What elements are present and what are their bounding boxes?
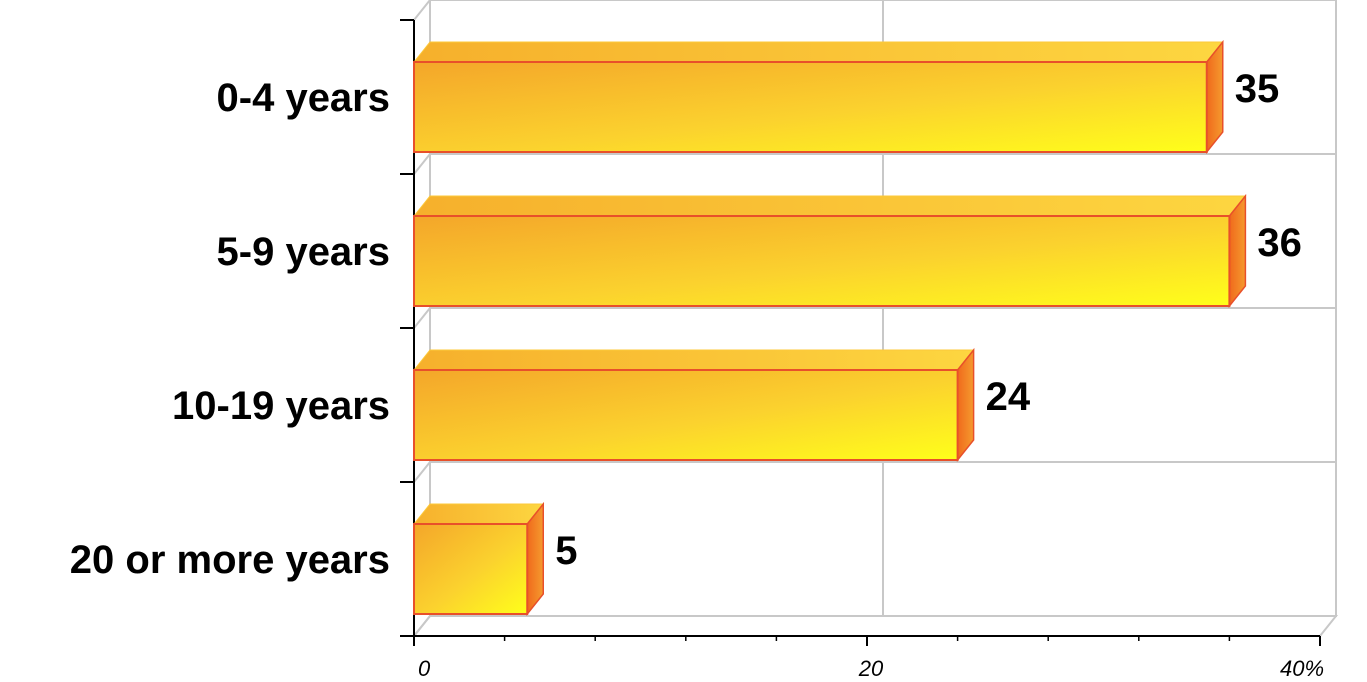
bar-top-face [412, 41, 1224, 63]
x-tick-label: 0 [418, 656, 431, 681]
category-label: 10-19 years [172, 384, 390, 428]
floor [411, 615, 1339, 637]
x-tick-label: 40% [1280, 656, 1324, 681]
bar-front-face [413, 523, 529, 615]
bars [412, 39, 1247, 617]
bar-5-9-years [412, 193, 1247, 309]
x-tick-label: 20 [858, 656, 884, 681]
x-tick-labels: 0 20 40% [418, 656, 1324, 681]
h-gridline-depth [413, 153, 431, 175]
value-label: 24 [986, 375, 1031, 419]
value-label: 36 [1257, 221, 1302, 265]
value-label: 5 [555, 529, 577, 573]
category-label: 5-9 years [217, 230, 390, 274]
bar-top-face [412, 503, 545, 525]
bar-side-face [956, 347, 975, 463]
bar-front-face [413, 215, 1231, 307]
bar-side-face [1206, 39, 1224, 155]
category-label: 0-4 years [217, 76, 390, 120]
bar-side-face [1228, 193, 1247, 309]
bar-0-4-years [412, 39, 1224, 155]
category-labels: 0-4 years 5-9 years 10-19 years 20 or more … [70, 76, 390, 582]
h-gridline-depth [413, 307, 431, 329]
value-label: 35 [1235, 67, 1280, 111]
bar-top-face [412, 195, 1247, 217]
bar-front-face [413, 369, 959, 461]
category-label: 20 or more years [70, 538, 390, 582]
bar-top-face [412, 349, 975, 371]
bar-20-or-more-years [412, 501, 545, 617]
bar-side-face [526, 501, 544, 617]
value-labels: 35 36 24 5 [555, 67, 1302, 573]
h-gridline-depth [413, 461, 431, 483]
bar-10-19-years [412, 347, 975, 463]
bar-front-face [413, 61, 1208, 153]
